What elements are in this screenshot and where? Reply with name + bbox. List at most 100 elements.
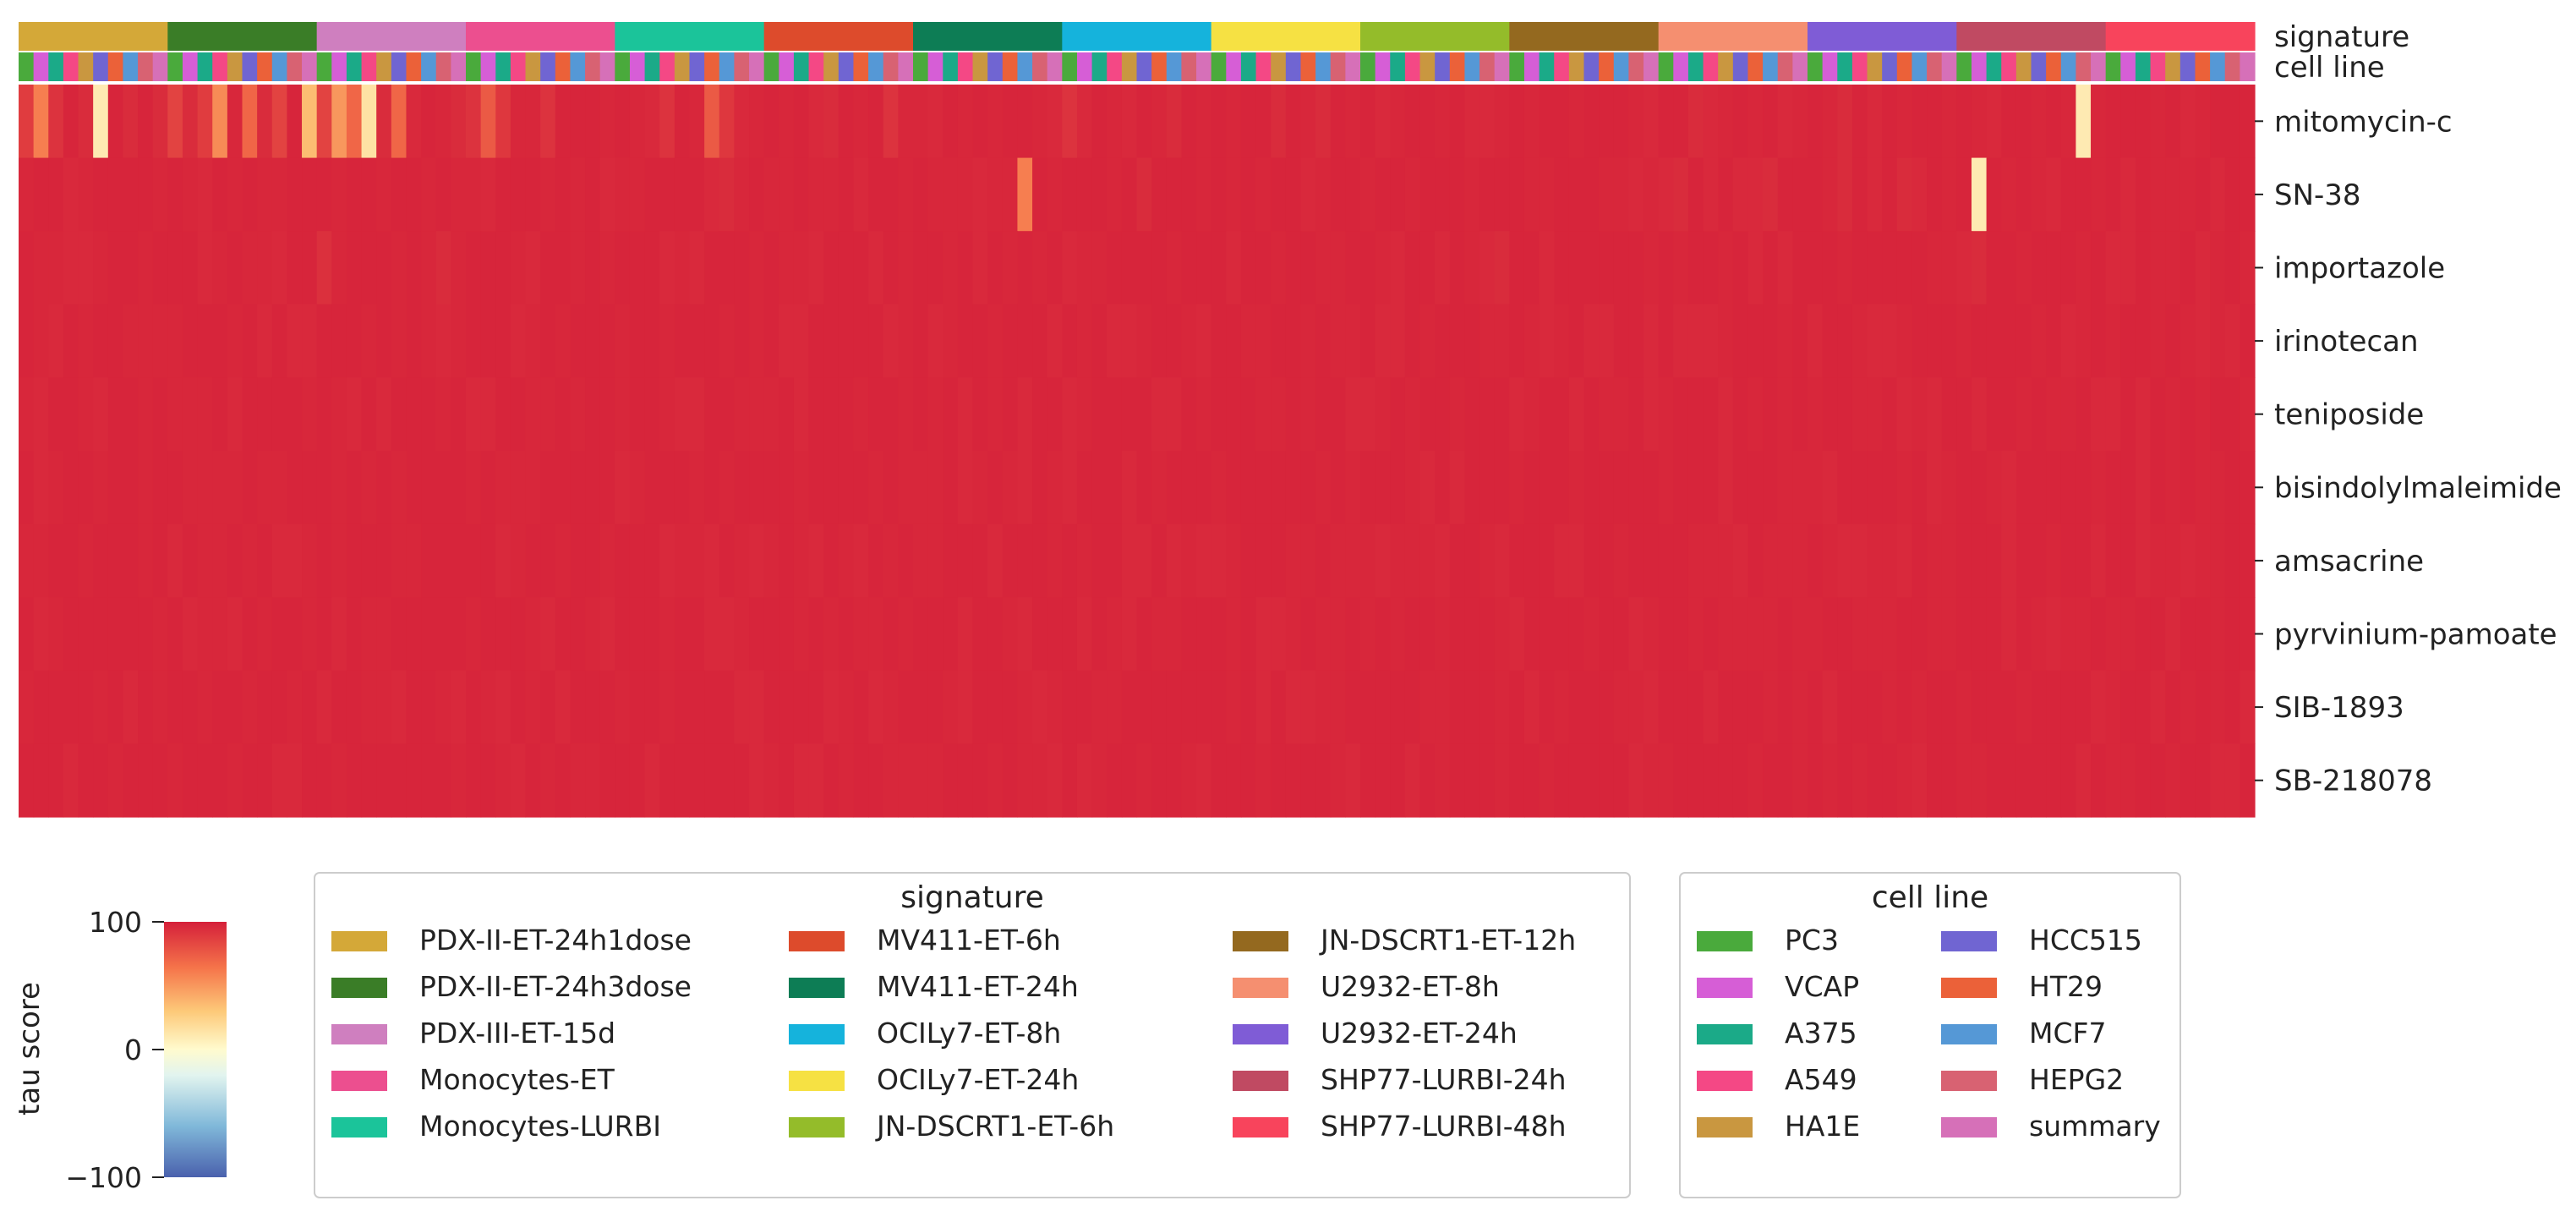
heatmap-cell: [2224, 743, 2240, 818]
heatmap-cell: [212, 304, 228, 378]
heatmap-cell: [510, 743, 527, 818]
heatmap-cell: [346, 451, 363, 525]
heatmap-cell: [1971, 231, 1988, 305]
heatmap-cell: [2001, 377, 2017, 452]
heatmap-cell: [1687, 524, 1704, 598]
heatmap-cell: [271, 524, 287, 598]
cell-line-legend-title: cell line: [1872, 880, 1988, 915]
heatmap-cell: [1837, 304, 1853, 378]
heatmap-cell: [2015, 743, 2032, 818]
cell-line-band-cell: [1523, 52, 1540, 81]
heatmap-cell: [1747, 304, 1764, 378]
heatmap-cell: [2165, 743, 2181, 818]
heatmap-cell: [704, 231, 720, 305]
heatmap-cell: [287, 157, 303, 232]
heatmap-cell: [1226, 157, 1242, 232]
heatmap-cell: [1076, 231, 1093, 305]
heatmap-cell: [1971, 85, 1988, 159]
cell-line-band-cell: [1808, 52, 1824, 81]
heatmap-cell: [302, 157, 318, 232]
cell-line-band-cell: [1732, 52, 1749, 81]
heatmap-cell: [1226, 743, 1242, 818]
heatmap-cell: [2001, 743, 2017, 818]
heatmap-cell: [331, 231, 347, 305]
heatmap-cell: [2195, 231, 2211, 305]
heatmap-cell: [898, 85, 914, 159]
heatmap-cell: [1763, 157, 1779, 232]
heatmap-cell: [1763, 304, 1779, 378]
heatmap-cell: [107, 377, 124, 452]
heatmap-cell: [1315, 304, 1332, 378]
heatmap-cell: [1911, 524, 1928, 598]
heatmap-cell: [629, 85, 646, 159]
heatmap-cell: [2195, 743, 2211, 818]
heatmap-cell: [435, 743, 451, 818]
heatmap-cell: [197, 157, 213, 232]
cell-line-band-cell: [689, 52, 705, 81]
heatmap-cell: [674, 157, 691, 232]
heatmap-cell: [33, 157, 49, 232]
heatmap-cell: [1315, 743, 1332, 818]
row-label: amsacrine: [2274, 545, 2424, 578]
heatmap-cell: [138, 157, 154, 232]
heatmap-cell: [1330, 231, 1346, 305]
signature-legend-swatch: [331, 1024, 387, 1044]
heatmap-cell: [1643, 231, 1660, 305]
heatmap-cell: [1032, 304, 1048, 378]
heatmap-cell: [763, 377, 779, 452]
heatmap-cell: [346, 304, 363, 378]
heatmap-cell: [1494, 451, 1510, 525]
heatmap-cell: [1687, 743, 1704, 818]
heatmap-cell: [2105, 597, 2121, 672]
heatmap-cell: [2135, 304, 2152, 378]
heatmap-cell: [853, 157, 869, 232]
heatmap-cell: [615, 743, 631, 818]
heatmap-cell: [957, 157, 974, 232]
signature-band-cell: [1808, 22, 1957, 51]
cell-line-legend-label: VCAP: [1785, 970, 1859, 1003]
heatmap-cell: [838, 524, 855, 598]
cell-line-annotation-strip: [19, 52, 2256, 81]
heatmap-cell: [1822, 377, 1838, 452]
heatmap-cell: [406, 524, 422, 598]
heatmap-cell: [302, 524, 318, 598]
heatmap-cell: [1419, 157, 1436, 232]
heatmap-cell: [763, 304, 779, 378]
heatmap-cell: [1196, 524, 1212, 598]
heatmap-cell: [1181, 231, 1197, 305]
heatmap-cell: [1554, 451, 1570, 525]
heatmap-cell: [2015, 85, 2032, 159]
signature-band-cell: [1062, 22, 1212, 51]
heatmap-cell: [2120, 157, 2136, 232]
heatmap-cell: [1285, 157, 1302, 232]
heatmap-cell: [2150, 743, 2166, 818]
cell-line-band-cell: [868, 52, 884, 81]
heatmap-cell: [1643, 451, 1660, 525]
heatmap-cell: [1360, 157, 1376, 232]
heatmap-cell: [1554, 304, 1570, 378]
heatmap-cell: [451, 304, 467, 378]
heatmap-cell: [2015, 451, 2032, 525]
heatmap-cell: [2240, 85, 2256, 159]
heatmap-cell: [1226, 304, 1242, 378]
heatmap-cell: [1599, 670, 1615, 744]
heatmap-cell: [510, 524, 527, 598]
cell-line-band-cell: [1896, 52, 1913, 81]
cell-line-band-cell: [2179, 52, 2196, 81]
heatmap-cell: [1017, 670, 1033, 744]
heatmap-cell: [1539, 597, 1555, 672]
heatmap-cell: [585, 377, 601, 452]
heatmap-cell: [1882, 597, 1898, 672]
heatmap-cell: [1479, 743, 1496, 818]
heatmap-cell: [2120, 231, 2136, 305]
heatmap-cell: [391, 743, 407, 818]
cell-line-band-cell: [719, 52, 735, 81]
heatmap-cell: [2210, 85, 2226, 159]
heatmap-cell: [1166, 85, 1182, 159]
heatmap-cell: [1136, 157, 1152, 232]
cell-line-band-cell: [1822, 52, 1838, 81]
heatmap-cell: [1792, 157, 1808, 232]
signature-legend-swatch: [1233, 978, 1288, 998]
signature-legend-swatch: [1233, 1071, 1288, 1091]
heatmap-cell: [1628, 231, 1644, 305]
